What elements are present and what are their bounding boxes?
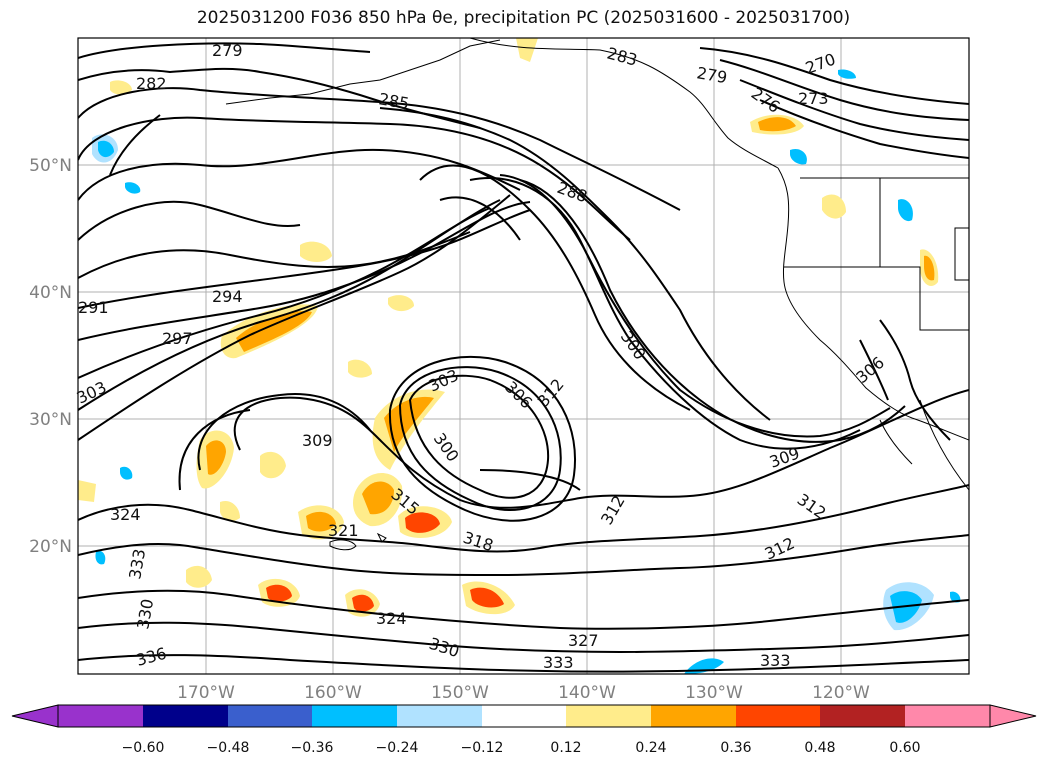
lon-label-140w: 140°W <box>558 683 616 703</box>
colorbar-extend-high <box>990 705 1036 727</box>
colorbar-segment <box>736 705 820 727</box>
colorbar-segment <box>312 705 397 727</box>
colorbar-tick: 0.48 <box>804 740 835 756</box>
lon-label-150w: 150°W <box>431 683 489 703</box>
contour-label-333b: 333 <box>760 651 791 670</box>
lon-label-130w: 130°W <box>685 683 743 703</box>
contour-label-282: 282 <box>136 74 167 93</box>
lat-label-30n: 30°N <box>29 410 72 430</box>
colorbar-tick: 0.60 <box>889 740 920 756</box>
colorbar-tick: −0.36 <box>291 740 334 756</box>
contour-label-327: 327 <box>568 631 599 650</box>
colorbar-segment <box>566 705 651 727</box>
colorbar-extend-low <box>12 705 58 727</box>
contour-label-297: 297 <box>162 329 193 348</box>
contour-label-324: 324 <box>110 505 141 524</box>
contour-label-309: 309 <box>302 431 333 450</box>
colorbar: −0.60 −0.48 −0.36 −0.24 −0.12 0.12 0.24 … <box>11 704 1037 756</box>
lat-label-40n: 40°N <box>29 283 72 303</box>
colorbar-segment <box>143 705 228 727</box>
contour-label-324b: 324 <box>376 609 407 628</box>
lon-label-170w: 170°W <box>177 683 235 703</box>
colorbar-segment <box>905 705 990 727</box>
colorbar-tick: 0.36 <box>720 740 751 756</box>
contour-label-273: 273 <box>798 89 829 108</box>
colorbar-tick: −0.12 <box>461 740 504 756</box>
colorbar-tick: −0.24 <box>376 740 419 756</box>
contour-label-294: 294 <box>212 287 243 306</box>
colorbar-segment <box>651 705 736 727</box>
colorbar-segment <box>228 705 312 727</box>
contour-label-291: 291 <box>78 298 109 317</box>
longitude-labels: 170°W 160°W 150°W 140°W 130°W 120°W <box>177 683 870 703</box>
colorbar-segment <box>482 705 566 727</box>
colorbar-tick: −0.48 <box>207 740 250 756</box>
lon-label-160w: 160°W <box>304 683 362 703</box>
colorbar-tick: 0.24 <box>635 740 666 756</box>
contour-label-321: 321 <box>328 521 359 540</box>
colorbar-segment <box>397 705 482 727</box>
colorbar-tick: −0.60 <box>122 740 165 756</box>
colorbar-segment <box>58 705 143 727</box>
chart-title: 2025031200 F036 850 hPa θe, precipitatio… <box>196 8 851 28</box>
map-frame <box>77 37 970 675</box>
lon-label-120w: 120°W <box>812 683 870 703</box>
colorbar-tick: 0.12 <box>550 740 581 756</box>
graticule <box>78 38 969 674</box>
theta-e-contours <box>78 42 969 673</box>
latitude-labels: 50°N 40°N 30°N 20°N <box>29 156 72 557</box>
colorbar-segment <box>820 705 905 727</box>
contour-label-333: 333 <box>543 653 574 672</box>
lat-label-20n: 20°N <box>29 537 72 557</box>
colorbar-tick-labels: −0.60 −0.48 −0.36 −0.24 −0.12 0.12 0.24 … <box>122 740 921 756</box>
lat-label-50n: 50°N <box>29 156 72 176</box>
contour-label-279: 279 <box>212 41 243 60</box>
